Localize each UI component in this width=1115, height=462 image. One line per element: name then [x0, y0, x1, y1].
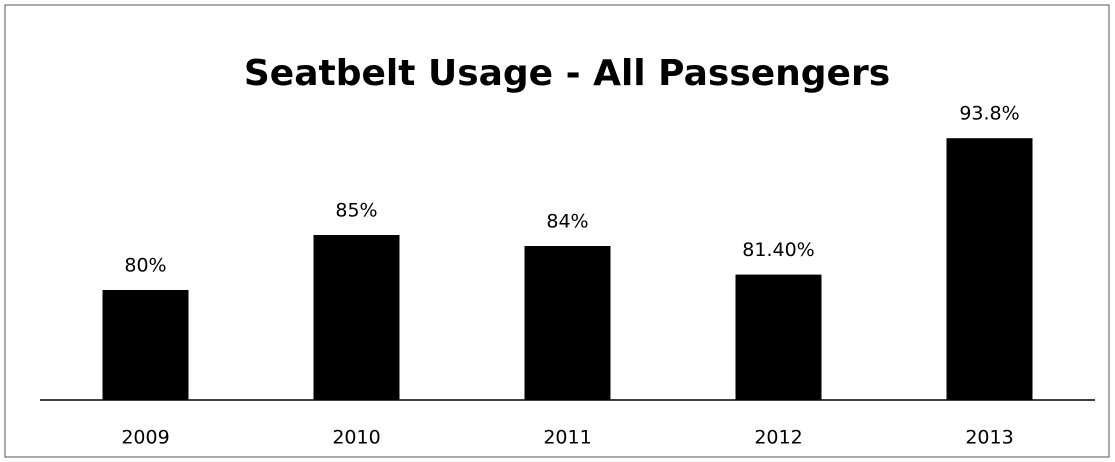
- x-tick-label: 2009: [121, 427, 169, 449]
- bar: [102, 290, 189, 400]
- data-label: 80%: [124, 255, 166, 277]
- x-tick-label: 2013: [965, 427, 1013, 449]
- bar: [313, 235, 400, 400]
- bar: [735, 274, 822, 400]
- x-tick-label: 2010: [332, 427, 380, 449]
- data-label: 84%: [546, 211, 588, 233]
- chart-title: Seatbelt Usage - All Passengers: [244, 53, 890, 94]
- data-label: 81.40%: [742, 239, 814, 261]
- bar: [524, 246, 611, 400]
- data-label: 85%: [335, 200, 377, 222]
- x-tick-label: 2011: [543, 427, 591, 449]
- x-tick-label: 2012: [754, 427, 802, 449]
- chart-border: [4, 4, 1110, 458]
- bar: [946, 138, 1033, 400]
- data-label: 93.8%: [959, 103, 1019, 125]
